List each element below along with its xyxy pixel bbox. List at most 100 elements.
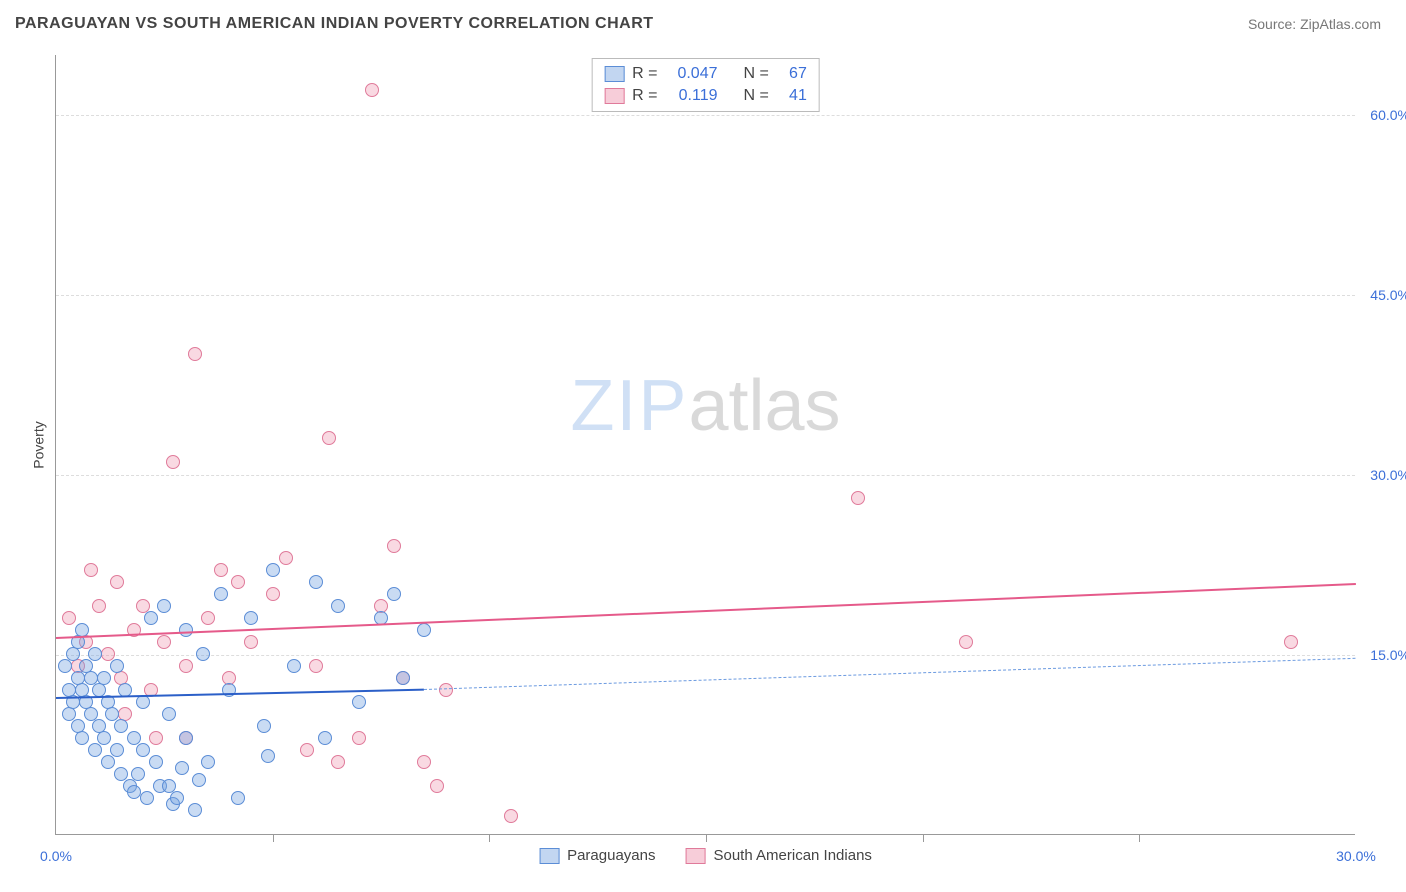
scatter-point-blue <box>201 755 215 769</box>
scatter-point-blue <box>110 659 124 673</box>
scatter-point-blue <box>266 563 280 577</box>
stats-n-label: N = <box>744 87 769 105</box>
scatter-point-pink <box>157 635 171 649</box>
scatter-point-blue <box>75 731 89 745</box>
scatter-point-blue <box>136 743 150 757</box>
gridline <box>56 295 1355 296</box>
scatter-point-blue <box>352 695 366 709</box>
scatter-point-blue <box>127 785 141 799</box>
stats-r-value: 0.047 <box>666 65 718 83</box>
gridline <box>56 115 1355 116</box>
scatter-point-blue <box>101 755 115 769</box>
scatter-point-blue <box>417 623 431 637</box>
chart-container: Poverty ZIPatlas R = 0.047 N = 67 R = 0.… <box>50 55 1380 835</box>
scatter-point-pink <box>179 659 193 673</box>
scatter-point-blue <box>97 731 111 745</box>
stats-n-value: 67 <box>777 65 807 83</box>
scatter-point-blue <box>162 779 176 793</box>
stats-n-label: N = <box>744 65 769 83</box>
watermark: ZIPatlas <box>570 365 840 447</box>
scatter-point-pink <box>62 611 76 625</box>
xtick <box>489 834 490 842</box>
scatter-point-blue <box>88 743 102 757</box>
scatter-point-pink <box>352 731 366 745</box>
scatter-point-blue <box>261 749 275 763</box>
scatter-point-blue <box>188 803 202 817</box>
scatter-point-blue <box>140 791 154 805</box>
scatter-point-pink <box>417 755 431 769</box>
chart-title: PARAGUAYAN VS SOUTH AMERICAN INDIAN POVE… <box>15 15 654 33</box>
scatter-point-pink <box>309 659 323 673</box>
scatter-point-blue <box>170 791 184 805</box>
scatter-point-blue <box>58 659 72 673</box>
scatter-point-pink <box>84 563 98 577</box>
ytick-label: 60.0% <box>1370 107 1406 123</box>
scatter-point-pink <box>279 551 293 565</box>
scatter-point-blue <box>175 761 189 775</box>
scatter-point-blue <box>88 647 102 661</box>
scatter-point-pink <box>430 779 444 793</box>
ytick-label: 15.0% <box>1370 647 1406 663</box>
scatter-point-pink <box>331 755 345 769</box>
scatter-point-pink <box>387 539 401 553</box>
y-axis-label: Poverty <box>31 421 47 468</box>
xtick <box>273 834 274 842</box>
scatter-point-blue <box>179 731 193 745</box>
scatter-point-pink <box>92 599 106 613</box>
swatch-pink-icon <box>685 848 705 864</box>
scatter-point-pink <box>504 809 518 823</box>
scatter-point-blue <box>157 599 171 613</box>
scatter-point-blue <box>179 623 193 637</box>
scatter-point-pink <box>201 611 215 625</box>
trendline-blue-dashed <box>424 657 1356 689</box>
stats-r-label: R = <box>632 87 657 105</box>
scatter-point-blue <box>192 773 206 787</box>
stats-box: R = 0.047 N = 67 R = 0.119 N = 41 <box>591 58 820 112</box>
scatter-point-blue <box>66 647 80 661</box>
xtick <box>923 834 924 842</box>
scatter-point-blue <box>97 671 111 685</box>
stats-row-blue: R = 0.047 N = 67 <box>600 63 811 85</box>
ytick-label: 45.0% <box>1370 287 1406 303</box>
bottom-legend: Paraguayans South American Indians <box>539 847 872 864</box>
scatter-point-blue <box>110 743 124 757</box>
legend-item-south-american-indians: South American Indians <box>685 847 871 864</box>
scatter-point-pink <box>231 575 245 589</box>
scatter-point-blue <box>287 659 301 673</box>
scatter-point-blue <box>114 719 128 733</box>
trendline-blue-solid <box>56 689 424 699</box>
scatter-point-pink <box>959 635 973 649</box>
stats-row-pink: R = 0.119 N = 41 <box>600 85 811 107</box>
scatter-point-blue <box>231 791 245 805</box>
xtick <box>706 834 707 842</box>
scatter-point-blue <box>309 575 323 589</box>
legend-item-paraguayans: Paraguayans <box>539 847 655 864</box>
chart-header: PARAGUAYAN VS SOUTH AMERICAN INDIAN POVE… <box>0 0 1406 43</box>
scatter-point-pink <box>322 431 336 445</box>
legend-label: Paraguayans <box>567 847 655 864</box>
scatter-point-pink <box>149 731 163 745</box>
scatter-point-pink <box>214 563 228 577</box>
stats-r-value: 0.119 <box>666 87 718 105</box>
legend-label: South American Indians <box>713 847 871 864</box>
scatter-point-pink <box>166 455 180 469</box>
scatter-point-pink <box>244 635 258 649</box>
watermark-atlas: atlas <box>688 366 840 446</box>
scatter-point-blue <box>149 755 163 769</box>
scatter-point-pink <box>1284 635 1298 649</box>
scatter-point-blue <box>244 611 258 625</box>
stats-n-value: 41 <box>777 87 807 105</box>
watermark-zip: ZIP <box>570 366 688 446</box>
plot-area: ZIPatlas R = 0.047 N = 67 R = 0.119 N = … <box>55 55 1355 835</box>
swatch-blue-icon <box>539 848 559 864</box>
scatter-point-pink <box>188 347 202 361</box>
scatter-point-pink <box>266 587 280 601</box>
scatter-point-blue <box>131 767 145 781</box>
scatter-point-blue <box>331 599 345 613</box>
gridline <box>56 475 1355 476</box>
scatter-point-pink <box>851 491 865 505</box>
scatter-point-pink <box>300 743 314 757</box>
scatter-point-blue <box>396 671 410 685</box>
gridline <box>56 655 1355 656</box>
scatter-point-blue <box>196 647 210 661</box>
